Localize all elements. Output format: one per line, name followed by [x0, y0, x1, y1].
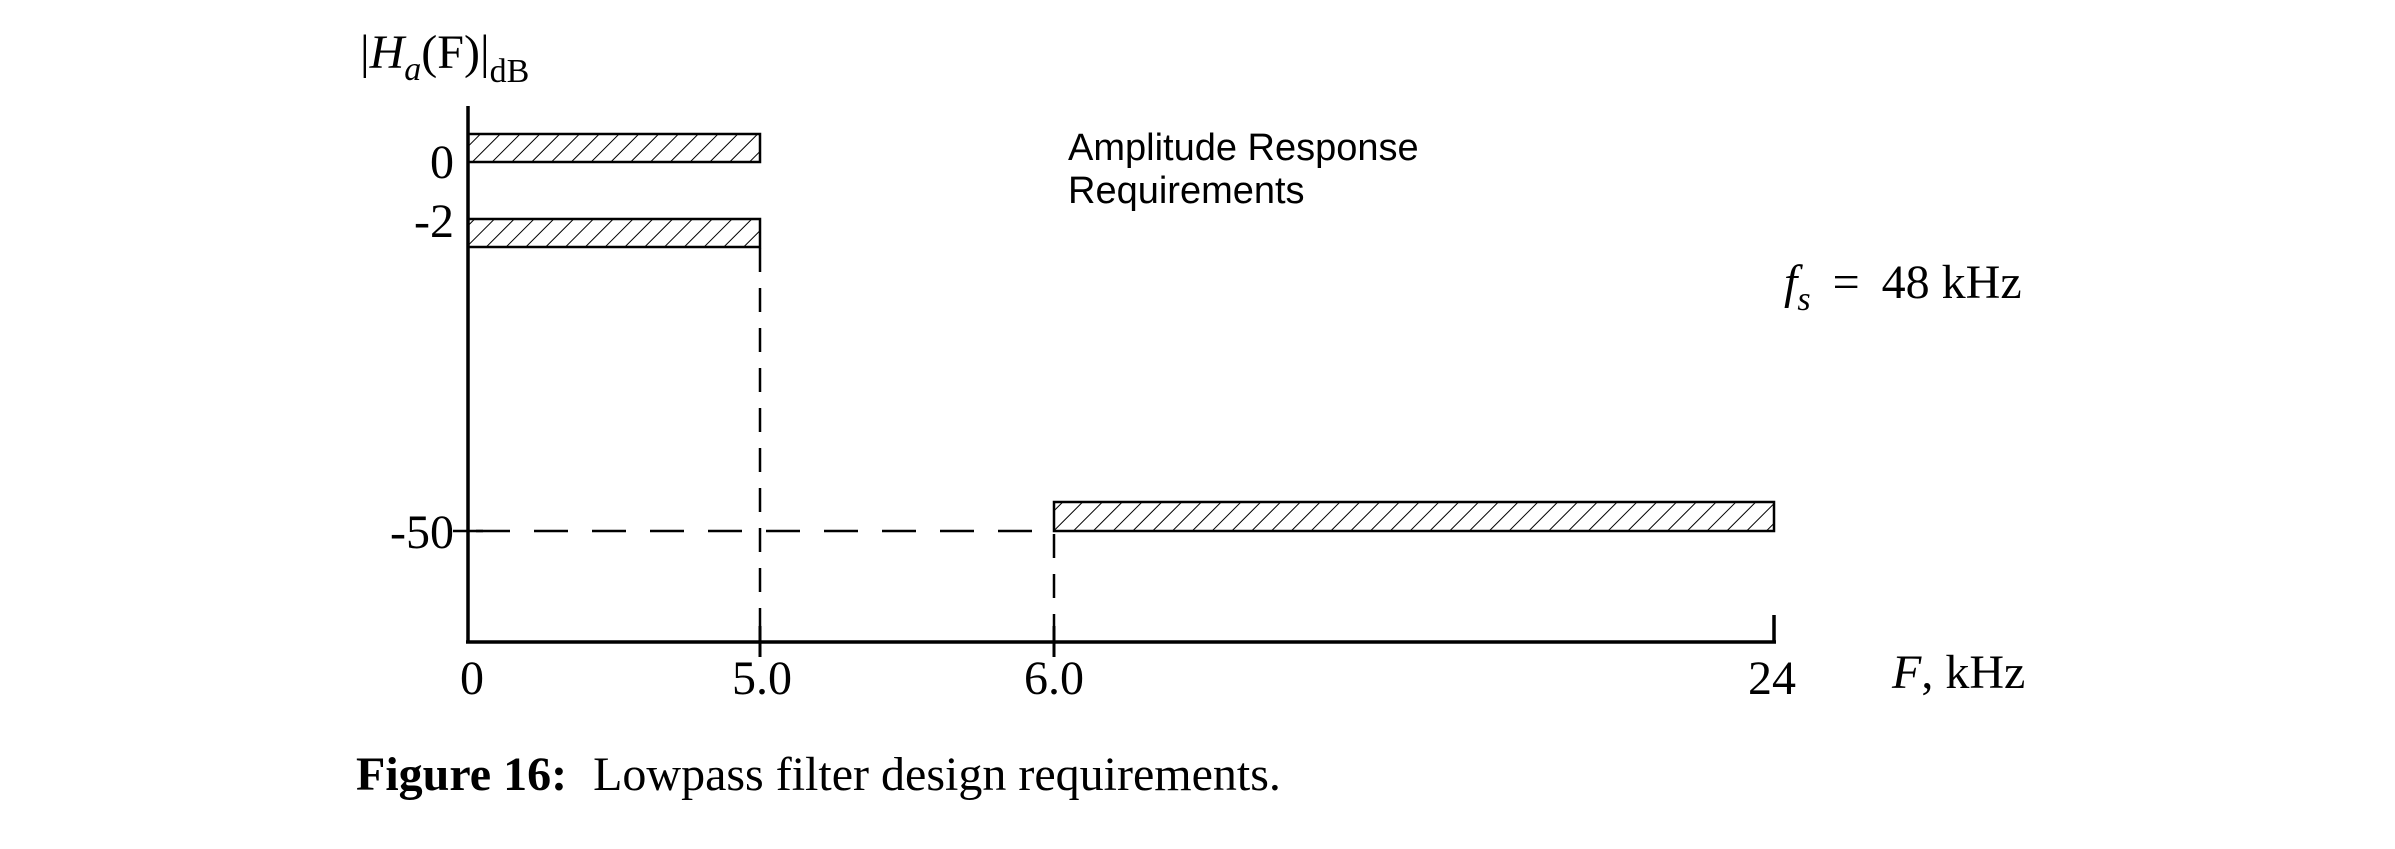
caption-text: Lowpass filter design requirements.	[593, 748, 1281, 801]
x-tick-label-0: 0	[460, 652, 484, 705]
y-tick-label-0: 0	[430, 136, 454, 189]
y-axis-label: |Ha(F)|dB	[360, 26, 529, 90]
x-tick-label-6: 6.0	[1024, 652, 1084, 705]
annotation-line-2: Requirements	[1068, 170, 1305, 212]
figure-caption: Figure 16: Lowpass filter design requirem…	[356, 748, 1281, 801]
caption-label: Figure 16:	[356, 748, 567, 801]
x-tick-label-5: 5.0	[732, 652, 792, 705]
x-axis-label: F, kHz	[1891, 646, 2025, 699]
amplitude-response-annotation: Amplitude Response Requirements	[1068, 127, 1429, 212]
stopband-hatch	[1052, 500, 1776, 533]
passband-lower-hatch	[466, 217, 762, 249]
y-tick-label-neg50: -50	[390, 506, 454, 559]
y-tick-label-neg2: -2	[414, 195, 454, 248]
sampling-rate-label: fs = 48 kHz	[1784, 256, 2022, 318]
passband-upper-hatch	[466, 132, 762, 164]
annotation-line-1: Amplitude Response	[1068, 127, 1419, 169]
x-tick-label-24: 24	[1748, 652, 1796, 705]
